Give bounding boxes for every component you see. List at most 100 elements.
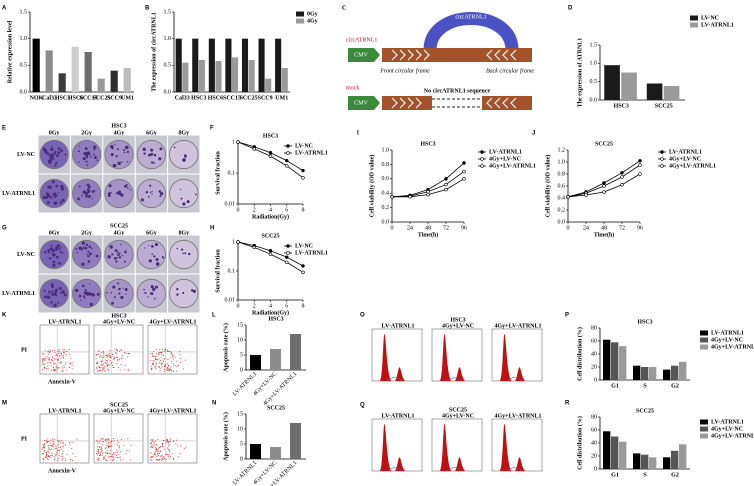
event [99,445,101,447]
event [167,442,169,444]
event [68,367,70,369]
event [47,451,49,453]
event [101,361,103,363]
colony [155,257,159,261]
event [69,363,71,365]
event [57,360,59,362]
event [124,368,126,370]
column-label: LV-ATRNL1 [49,319,82,325]
event [112,367,114,369]
y-tick-label: 1.0 [382,147,390,153]
x-tick-label: G1 [611,383,619,389]
event [60,358,62,360]
column-label: 0Gy [49,130,60,136]
x-tick-label: HSC6 [208,95,223,101]
event [46,355,48,357]
colony [126,160,129,163]
point [301,270,305,275]
column-label: 4Gy+LV-ATRNL1 [150,319,197,325]
colony [48,290,51,294]
event [168,364,170,366]
event [167,351,169,353]
event [46,368,48,370]
event [101,363,103,365]
x-tick-label: S [643,383,647,389]
event [152,352,154,354]
bar [258,38,265,92]
bar [649,367,657,380]
event [170,366,172,368]
event [152,363,154,365]
event [97,450,99,452]
y-axis-label: Survival fraction [215,151,221,195]
g1-peak [499,424,512,471]
event [158,447,160,449]
colony [110,153,114,157]
g2-peak [394,367,406,381]
bar [250,355,262,370]
event [153,445,155,447]
colony [81,262,85,266]
colony [78,161,80,164]
event [60,448,62,450]
event [161,459,163,461]
event [116,443,118,445]
gap-dash [432,98,482,108]
event [150,458,152,460]
event [127,438,129,440]
colony [50,283,54,286]
event [163,448,165,450]
event [97,354,99,356]
event [161,455,163,457]
x-tick-label: 24 [407,225,413,231]
event [74,456,76,458]
s-hump [506,377,523,382]
y-tick-label: 0.0 [164,89,172,95]
event [41,449,43,451]
event [70,358,72,360]
event [59,363,61,365]
legend-label: LV-NC [295,243,313,249]
point [390,195,394,199]
column-label: 4Gy+LV-NC [103,408,135,414]
panel-title: SCC25 [449,407,467,413]
event [96,452,98,454]
x-tick-label: SCC9 [107,95,122,101]
event [104,359,106,361]
point [285,260,289,264]
event [46,438,48,440]
event [107,446,109,448]
colony [57,151,61,155]
colony [155,262,160,266]
s-hump [446,467,463,472]
colony [61,290,65,294]
gate [94,325,143,374]
colony [114,143,116,146]
event [110,455,112,457]
chevrons [391,49,517,61]
event [161,364,163,366]
legend-swatch [690,15,698,21]
event [42,353,44,355]
colony [176,287,179,291]
diagram-c: C circATRNL1 circATRNL1 CMV Front circul… [342,5,534,110]
x-tick-label: 8 [302,303,305,309]
event [158,366,160,368]
bar [232,57,239,92]
event [53,363,55,365]
promoter-arrow [348,96,380,110]
column-label: 4Gy+LV-ATRNL1 [495,413,542,419]
event [158,452,160,454]
point [285,158,289,163]
colony [52,155,55,158]
event [101,450,103,452]
colony [123,149,126,152]
colony [117,253,120,257]
colony [190,289,194,292]
event [68,353,70,355]
legend-label: 4Gy+LV-NC [711,337,743,343]
bar [646,83,663,100]
event [63,354,65,356]
column-label: 2Gy [81,130,92,136]
